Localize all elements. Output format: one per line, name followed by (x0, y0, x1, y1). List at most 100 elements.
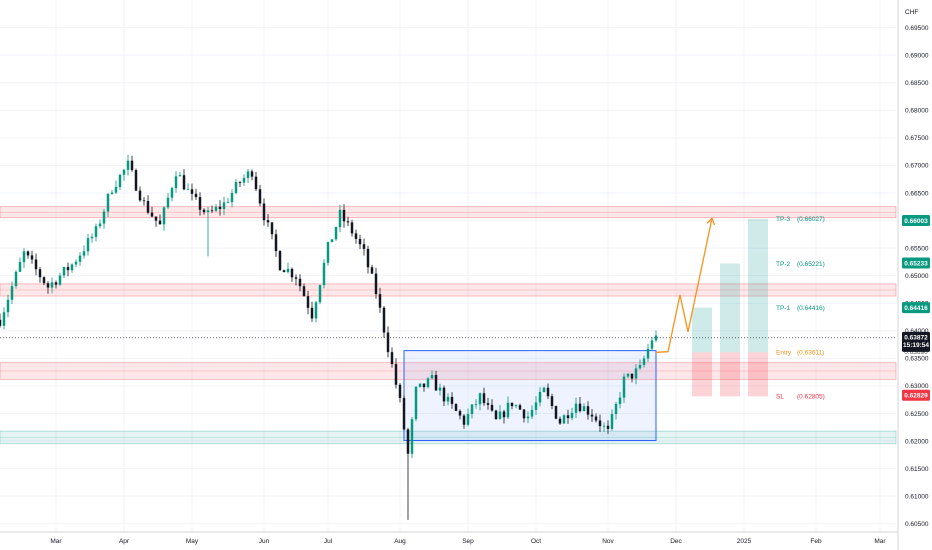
candle-body (462, 415, 466, 425)
y-tick-label: 0.61000 (905, 493, 929, 500)
price-badge (902, 302, 930, 314)
candle-body (578, 403, 582, 412)
candle-body (478, 393, 482, 405)
x-tick-label: Feb (810, 538, 822, 545)
x-tick-label: Aug (394, 538, 406, 545)
sr-zone (0, 362, 897, 380)
candle-body (222, 202, 226, 210)
candle-body (646, 348, 650, 359)
candle-body (286, 268, 290, 273)
price-badges: 0.66003 0.65233 0.64416 0.62829 0.6387215:19… (902, 215, 930, 401)
candle-body (634, 368, 638, 379)
candle-body (134, 170, 138, 191)
projection-path (655, 217, 716, 353)
candle-body (250, 171, 254, 177)
grid (0, 0, 896, 532)
candle-body (450, 396, 454, 404)
candle-body (350, 222, 354, 234)
candle-body (554, 406, 558, 419)
candle-body (14, 271, 18, 287)
candle-body (314, 302, 318, 319)
candle-body (74, 261, 78, 265)
candle-body (274, 234, 278, 251)
y-tick-label: 0.66500 (905, 190, 929, 197)
candle-body (94, 226, 98, 237)
candle-body (102, 211, 106, 224)
candle-body (642, 358, 646, 365)
range-box (403, 350, 657, 441)
trade-label-value: (0.64416) (797, 305, 825, 312)
y-tick-label: 0.69000 (905, 52, 929, 59)
y-tick-label: 0.68500 (905, 80, 929, 87)
candle-body (190, 189, 194, 194)
price-badge-label: 0.66003 (904, 218, 928, 225)
candle-body (106, 193, 110, 212)
candle-body (570, 412, 574, 419)
candle-body (398, 384, 402, 398)
price-badge-label: 0.64416 (904, 305, 928, 312)
candle-body (538, 392, 542, 403)
candle-body (362, 244, 366, 249)
candle-body (338, 209, 342, 228)
candle-body (546, 387, 550, 397)
candle-body (198, 197, 202, 210)
candle-body (86, 238, 90, 252)
candle-body (474, 404, 478, 406)
candle-body (422, 383, 426, 388)
candle-body (498, 411, 502, 420)
trade-labels: TP-3 (0.66027) TP-2 (0.65221) TP-1 (0.64416) E… (776, 216, 825, 401)
candle-body (70, 264, 74, 271)
candle-body (42, 277, 46, 284)
candle-body (30, 255, 34, 260)
candle-body (330, 239, 334, 243)
stop-loss-zone (692, 352, 712, 397)
candle-body (358, 238, 362, 245)
sr-zone (0, 206, 897, 219)
currency-label: CHF (905, 9, 918, 16)
candle-body (178, 175, 182, 177)
x-tick-label: Mar (50, 538, 62, 545)
x-tick-label: Apr (119, 538, 130, 545)
candle-body (226, 202, 230, 203)
candle-body (394, 364, 398, 385)
candle-body (566, 415, 570, 419)
candle-body (118, 174, 122, 188)
candle-body (526, 416, 530, 419)
candle-body (454, 403, 458, 411)
candle-body (0, 319, 2, 326)
candle-body (410, 419, 414, 454)
candle-body (574, 403, 578, 413)
candle-body (442, 387, 446, 402)
candle-body (242, 177, 246, 183)
sr-zones (0, 206, 897, 445)
candle-body (26, 251, 30, 256)
candle-body (638, 364, 642, 369)
time-axis[interactable]: Mar Apr May Jun Jul Aug Sep Oct Nov Dec 2025 Feb Mar (0, 531, 898, 545)
candle-body (58, 275, 62, 285)
candle-body (458, 410, 462, 416)
x-tick-label: Nov (602, 538, 614, 545)
candle-body (506, 402, 510, 418)
take-profit-zone (720, 263, 740, 353)
candle-body (518, 405, 522, 410)
candle-body (162, 207, 166, 225)
candle-body (650, 340, 654, 349)
price-axis[interactable]: CHF 0.60500 0.61000 0.61500 0.62000 0.62500 0… (897, 0, 929, 550)
candle-body (558, 418, 562, 424)
candle-body (486, 403, 490, 405)
candle-body (130, 160, 134, 171)
price-badge (902, 215, 930, 227)
candle-body (218, 206, 222, 210)
candle-body (174, 176, 178, 189)
candle-body (354, 233, 358, 239)
candle-body (54, 282, 58, 285)
candle-body (622, 376, 626, 398)
candle-body (246, 171, 250, 178)
trade-label-value: (0.62805) (797, 394, 825, 401)
candle-body (294, 277, 298, 279)
candle-body (334, 227, 338, 240)
candle-body (62, 267, 66, 276)
candle-body (386, 332, 390, 353)
